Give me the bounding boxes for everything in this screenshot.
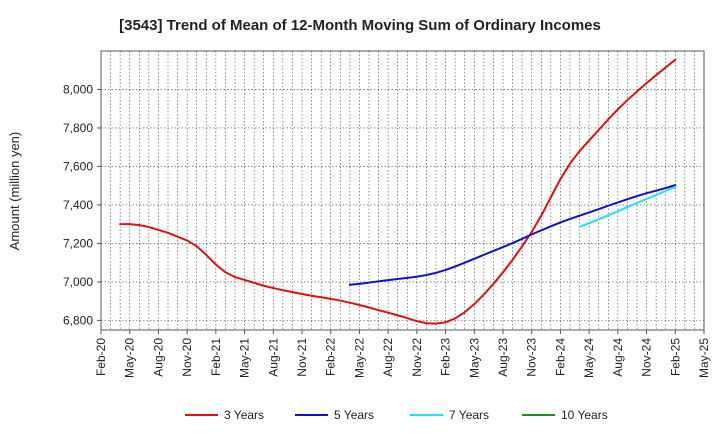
x-tick-label: Nov-24	[640, 338, 654, 377]
legend-label: 5 Years	[334, 408, 374, 422]
y-tick-label: 7,800	[63, 121, 93, 135]
series-line-2	[348, 184, 677, 286]
y-axis-ticks: 6,800 7,000 7,200 7,400 7,600 7,800 8,000	[63, 82, 101, 327]
y-tick-label: 7,200	[63, 236, 93, 250]
grid	[101, 51, 704, 330]
plot-area-frame	[100, 50, 705, 331]
legend: 3 Years 5 Years 7 Years 10 Years	[185, 408, 608, 422]
x-tick-label: Aug-23	[496, 338, 510, 377]
x-tick-label: Aug-22	[381, 338, 395, 377]
x-tick-label: Feb-24	[553, 338, 567, 376]
x-tick-label: Feb-20	[94, 338, 108, 376]
y-axis-label: Amount (million yen)	[7, 132, 22, 251]
y-tick-label: 8,000	[63, 82, 93, 96]
y-tick-label: 6,800	[63, 313, 93, 327]
y-tick-label: 7,400	[63, 198, 93, 212]
x-tick-label: May-21	[238, 338, 252, 378]
x-tick-label: Nov-22	[410, 338, 424, 377]
x-tick-label: May-23	[467, 338, 481, 378]
x-tick-label: Feb-25	[668, 338, 682, 376]
x-tick-label: Feb-21	[209, 338, 223, 376]
y-tick-label: 7,600	[63, 159, 93, 173]
x-tick-label: May-22	[352, 338, 366, 378]
x-tick-label: Feb-22	[324, 338, 338, 376]
x-tick-label: Nov-21	[295, 338, 309, 377]
x-tick-label: May-25	[697, 338, 711, 378]
legend-label: 7 Years	[449, 408, 489, 422]
x-tick-label: Aug-24	[611, 338, 625, 377]
x-tick-label: May-20	[123, 338, 137, 378]
series-line-1	[119, 58, 677, 325]
x-tick-label: Nov-23	[525, 338, 539, 377]
x-tick-label: Nov-20	[180, 338, 194, 377]
series-lines	[119, 58, 677, 325]
chart-title: [3543] Trend of Mean of 12-Month Moving …	[119, 17, 601, 34]
x-tick-label: May-24	[582, 338, 596, 378]
x-tick-label: Aug-20	[151, 338, 165, 377]
legend-label: 3 Years	[224, 408, 264, 422]
y-tick-label: 7,000	[63, 275, 93, 289]
x-tick-label: Feb-23	[439, 338, 453, 376]
x-axis-ticks: Feb-20 May-20 Aug-20 Nov-20 Feb-21 May-21 Aug-…	[94, 330, 711, 378]
x-tick-label: Aug-21	[266, 338, 280, 377]
legend-label: 10 Years	[561, 408, 608, 422]
series-line-3	[578, 185, 677, 228]
